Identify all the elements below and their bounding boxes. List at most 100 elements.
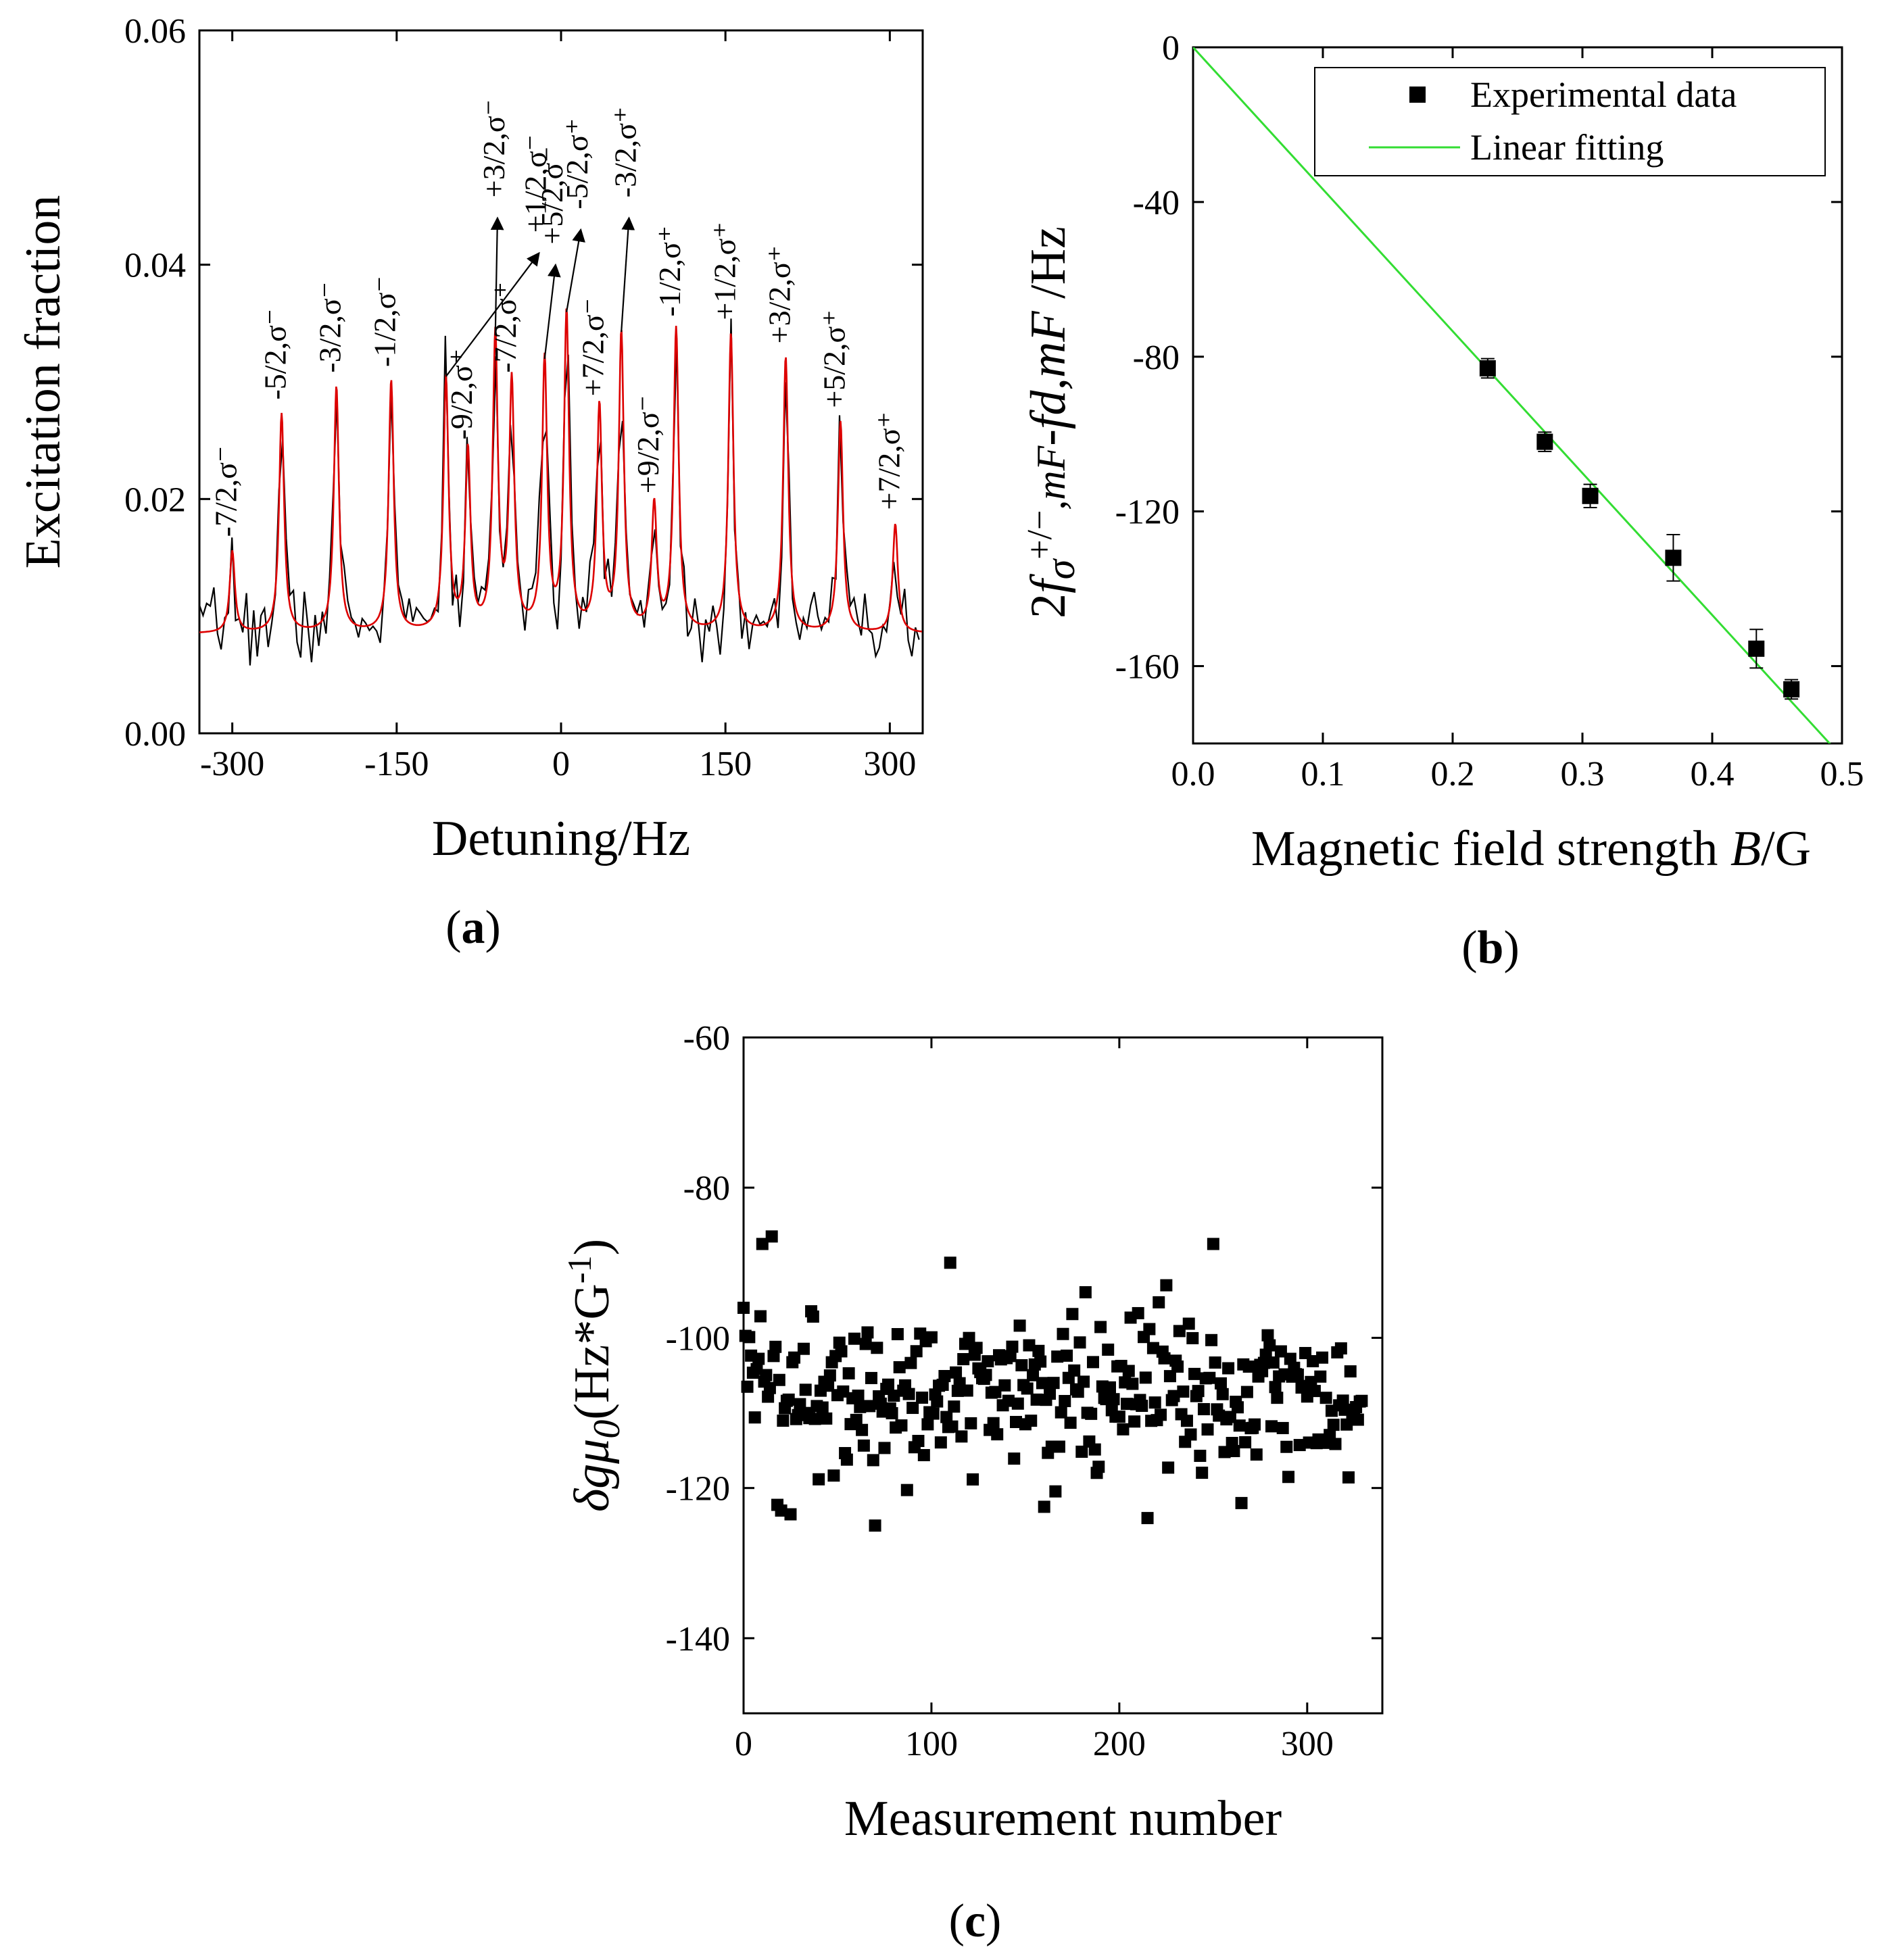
panel-label-a: (a) [445,902,501,954]
data-point [931,1395,944,1408]
data-point [1073,1336,1086,1349]
data-point [1271,1392,1284,1404]
data-point [848,1332,861,1345]
peak-label: -5/2,σ⁻ [258,309,293,400]
peak-arrow [445,251,540,377]
data-point [856,1423,869,1436]
y-tick-label: -120 [666,1470,730,1509]
data-point [989,1386,1002,1398]
data-point [1276,1421,1289,1434]
data-point [1267,1356,1280,1369]
data-point [741,1380,754,1393]
data-point [1092,1461,1105,1473]
y-axis-label: δgμ0(Hz*G-1) [560,1239,628,1512]
peak-label: +5/2,σ⁻ [535,146,569,244]
data-point [1006,1340,1019,1353]
data-point [743,1331,756,1344]
chart-c: 0 100 200 300 -60 -80 -100 -120 -140 Measurement … [560,1019,1384,1947]
data-point [1002,1394,1015,1407]
data-point [1122,1365,1135,1377]
data-point [775,1504,788,1517]
data-point [1197,1402,1210,1415]
data-point [765,1230,778,1243]
data-point [1307,1355,1319,1368]
data-point [1027,1369,1040,1381]
data-point [1121,1398,1133,1411]
data-point [1030,1393,1043,1406]
data-point [1269,1381,1282,1394]
peak-label: -7/2,σ⁻ [209,446,243,537]
data-point [1132,1306,1144,1319]
data-point [859,1338,872,1350]
data-point [1139,1371,1152,1384]
data-point [1075,1445,1088,1458]
data-point [1203,1371,1216,1384]
data-point [1334,1342,1347,1355]
data-point [1021,1382,1034,1395]
data-point [1240,1386,1253,1398]
x-tick-label: 0.0 [1171,755,1215,793]
chart-b: 0.0 0.1 0.2 0.3 0.4 0.5 0 -40 -80 -120 -160 Magneti… [1021,29,1864,974]
data-point [1233,1419,1246,1432]
data-point [1010,1415,1023,1428]
data-point [1327,1419,1340,1431]
panel-label-b: (b) [1461,922,1520,974]
data-point [1044,1388,1057,1400]
data-point [1177,1385,1190,1398]
plot-area-a [199,308,923,666]
data-point [1344,1365,1357,1378]
x-tick-label: 150 [699,745,752,783]
data-point [1282,1471,1295,1484]
x-axis-label: Magnetic field strength B/G [1251,821,1811,877]
data-point [934,1436,947,1449]
peak-label: -1/2,σ⁺ [652,226,687,317]
data-point [1036,1377,1048,1390]
data-point [1329,1438,1342,1450]
y-tick-label: -120 [1115,493,1180,532]
y-tick-label: -80 [683,1169,730,1208]
data-point [773,1373,785,1386]
legend-box [1314,67,1826,176]
data-point [1094,1321,1107,1333]
data-point [904,1356,917,1369]
data-point [1066,1308,1079,1321]
data-point [857,1439,870,1452]
x-tick-label: 300 [1281,1725,1334,1763]
data-point [1103,1381,1116,1394]
data-point [1783,681,1800,697]
data-point [1171,1361,1184,1373]
data-point [944,1256,956,1269]
data-point [1314,1370,1327,1383]
data-point [837,1385,850,1398]
peak-arrow [621,216,635,333]
data-point [987,1417,1000,1429]
y-tick-label: 0 [1162,29,1180,68]
peak-label: +1/2,σ⁻ [518,134,553,232]
y-axis-label: Excitation fraction [16,195,71,569]
data-point [1102,1343,1115,1356]
peak-arrow [566,228,585,312]
data-point [823,1369,836,1382]
data-point [1088,1443,1101,1456]
peak-label: +1/2,σ⁺ [707,222,742,320]
data-point [1032,1344,1045,1357]
data-point [1173,1325,1186,1338]
x-tick-label: -300 [200,745,264,783]
data-point [882,1378,895,1391]
data-point [948,1400,961,1413]
data-point [1222,1362,1235,1375]
data-point [788,1351,801,1364]
data-point [1038,1500,1050,1513]
data-point [1342,1471,1355,1484]
y-tick-label: -80 [1133,339,1180,377]
data-point [865,1371,877,1384]
data-point [1186,1331,1199,1344]
data-point [869,1519,881,1532]
y-tick-label: 0.02 [124,481,186,519]
data-point [1355,1394,1368,1407]
x-tick-label: 200 [1093,1725,1146,1763]
data-point [938,1370,951,1383]
data-point [1291,1368,1304,1381]
data-point [1052,1440,1065,1453]
data-point [979,1369,992,1381]
